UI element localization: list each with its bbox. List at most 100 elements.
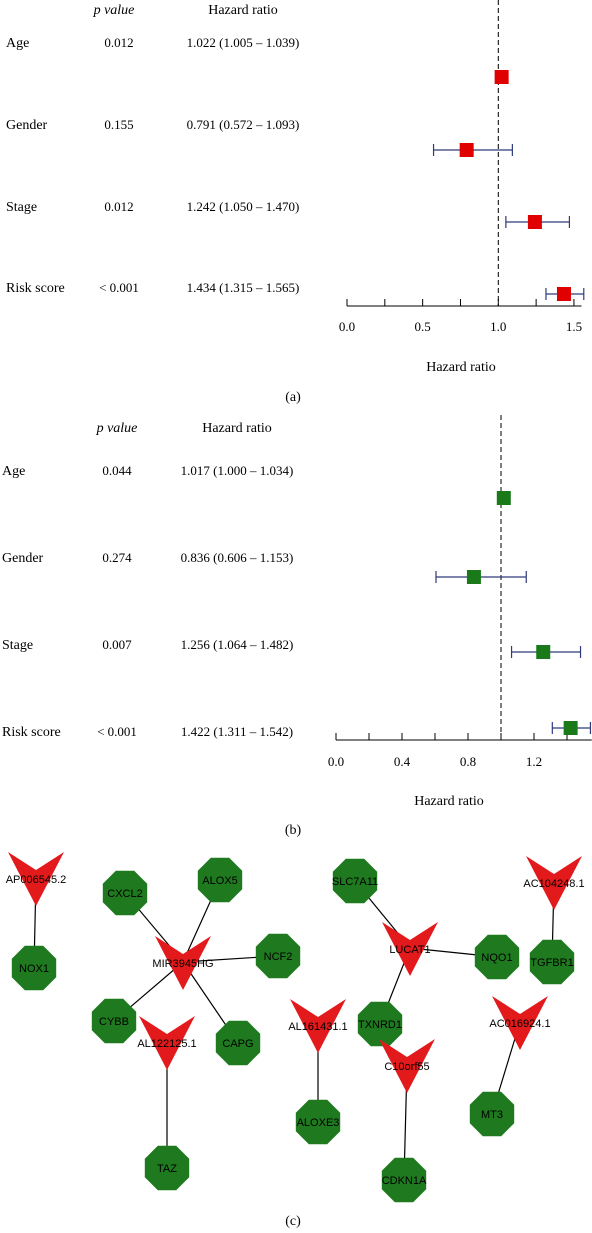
gene-label: CDKN1A — [382, 1175, 427, 1187]
hazard-ratio-ci: 0.836 (0.606 – 1.153) — [181, 550, 294, 565]
hr-point — [556, 287, 571, 301]
row-label: Gender — [2, 551, 44, 566]
gene-node: TAZ — [144, 1145, 190, 1191]
hr-point — [459, 143, 474, 157]
lncrna-label: AL161431.1 — [288, 1021, 347, 1033]
tick-label: 0.0 — [339, 319, 355, 334]
p-value: 0.274 — [102, 550, 132, 565]
p-value: < 0.001 — [97, 724, 137, 739]
gene-label: TXNRD1 — [358, 1019, 402, 1031]
lncrna-label: C10orf55 — [384, 1061, 429, 1073]
tick-label: 1.0 — [490, 319, 506, 334]
lncrna-node: C10orf55 — [379, 1039, 435, 1093]
ci-marker — [435, 570, 527, 584]
octagon-node-shape — [91, 998, 137, 1044]
v-node-shape — [379, 1039, 435, 1093]
lncrna-label: LUCAT1 — [389, 944, 430, 956]
gene-node: NQO1 — [474, 934, 520, 980]
forest-plot-a: p value Hazard ratio Age 0.012 1.022 (1.00… — [6, 0, 585, 405]
lncrna-node: AP006545.2 — [6, 852, 66, 906]
network-diagram: NOX1 CXCL2 ALOX5 NCF2 CYBB CAPG SLC7A11 NQO1 TXN… — [6, 852, 585, 1229]
lncrna-label: AC104248.1 — [523, 878, 584, 890]
tick-label: 1.5 — [566, 319, 582, 334]
gene-node: NOX1 — [11, 945, 57, 991]
gene-label: ALOX5 — [202, 875, 237, 887]
row-label: Age — [2, 464, 25, 479]
gene-node: MT3 — [469, 1091, 515, 1137]
hazard-ratio-ci: 1.242 (1.050 – 1.470) — [187, 199, 300, 214]
gene-node: CXCL2 — [102, 870, 148, 916]
p-value: < 0.001 — [99, 280, 139, 295]
v-node-shape — [290, 999, 346, 1053]
lncrna-node: LUCAT1 — [382, 922, 438, 976]
gene-node: ALOX5 — [197, 857, 243, 903]
hr-point — [527, 215, 542, 229]
p-value: 0.155 — [104, 117, 133, 132]
ci-marker — [510, 645, 582, 659]
hazard-ratio-ci: 1.434 (1.315 – 1.565) — [187, 280, 300, 295]
octagon-node-shape — [215, 1020, 261, 1066]
tick-label: 0.4 — [394, 754, 411, 769]
octagon-node-shape — [357, 1001, 403, 1047]
x-axis-label: Hazard ratio — [426, 360, 496, 375]
octagon-node-shape — [469, 1091, 515, 1137]
gene-label: NQO1 — [481, 952, 512, 964]
v-node-shape — [155, 936, 211, 990]
hazard-ratio-ci: 0.791 (0.572 – 1.093) — [187, 117, 300, 132]
octagon-node-shape — [474, 934, 520, 980]
hazard-ratio-ci: 1.256 (1.064 – 1.482) — [181, 637, 294, 652]
octagon-node-shape — [11, 945, 57, 991]
gene-label: NCF2 — [264, 951, 293, 963]
panel-label-b: (b) — [285, 823, 302, 838]
ci-marker — [496, 491, 511, 505]
lncrna-node: AC104248.1 — [523, 856, 585, 910]
octagon-node-shape — [332, 858, 378, 904]
hazard-ratio-ci: 1.017 (1.000 – 1.034) — [181, 463, 294, 478]
row-label: Risk score — [2, 725, 61, 740]
lncrna-label: AL122125.1 — [137, 1038, 196, 1050]
panel-label-a: (a) — [285, 390, 301, 405]
row-label: Gender — [6, 118, 48, 133]
v-node-shape — [492, 996, 548, 1050]
x-axis-label: Hazard ratio — [414, 794, 484, 809]
gene-label: ALOXE3 — [297, 1117, 340, 1129]
gene-node: CAPG — [215, 1020, 261, 1066]
ci-marker — [494, 70, 509, 84]
p-value: 0.012 — [104, 199, 133, 214]
v-node-shape — [526, 856, 582, 910]
row-label: Stage — [6, 200, 37, 215]
row-label: Age — [6, 36, 29, 51]
hazard-ratio-ci: 1.422 (1.311 – 1.542) — [181, 724, 293, 739]
gene-label: CAPG — [222, 1038, 253, 1050]
pvalue-header: p value — [93, 3, 135, 18]
gene-label: SLC7A11 — [332, 876, 378, 888]
ci-marker — [545, 287, 585, 301]
hr-point — [496, 491, 511, 505]
octagon-node-shape — [102, 870, 148, 916]
panel-label-c: (c) — [285, 1214, 301, 1229]
row-label: Risk score — [6, 281, 65, 296]
lncrna-node: AC016924.1 — [489, 996, 551, 1050]
ci-marker — [505, 215, 571, 229]
gene-node: NCF2 — [255, 933, 301, 979]
p-value: 0.007 — [102, 637, 132, 652]
forest-plot-b: p value Hazard ratio Age 0.044 1.017 (1.00… — [2, 415, 592, 838]
gene-node: TXNRD1 — [357, 1001, 403, 1047]
ci-marker — [432, 143, 513, 157]
gene-label: CYBB — [99, 1016, 129, 1028]
lncrna-node: MIR3945HG — [152, 936, 214, 990]
gene-node: CYBB — [91, 998, 137, 1044]
v-node-shape — [139, 1016, 195, 1070]
p-value: 0.012 — [104, 35, 133, 50]
hr-point — [563, 721, 578, 735]
gene-label: TAZ — [157, 1163, 177, 1175]
tick-label: 0.5 — [415, 319, 431, 334]
hr-header: Hazard ratio — [208, 3, 278, 18]
ci-marker — [551, 721, 592, 735]
octagon-node-shape — [381, 1157, 427, 1203]
octagon-node-shape — [295, 1099, 341, 1145]
hr-point — [466, 570, 481, 584]
hr-header: Hazard ratio — [202, 421, 272, 436]
lncrna-label: MIR3945HG — [152, 958, 213, 970]
lncrna-node: AL161431.1 — [288, 999, 348, 1053]
